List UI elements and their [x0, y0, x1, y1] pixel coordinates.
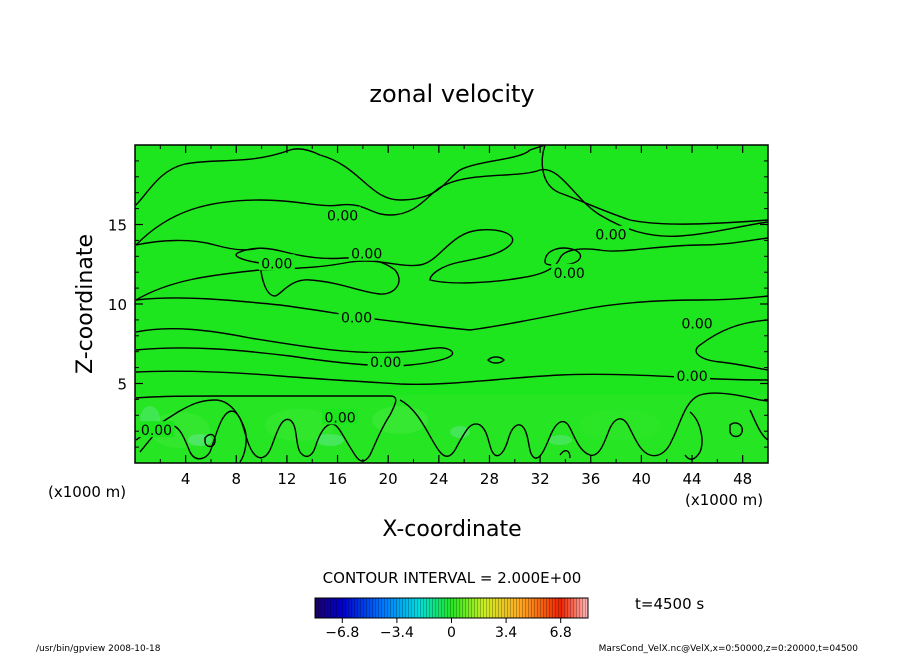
colorbar-tick-label: 3.4	[495, 625, 517, 641]
y-axis-ticks: 5 10 15	[108, 160, 768, 448]
x-tick-label: 16	[328, 470, 347, 488]
contour-label: 0.00	[595, 228, 626, 244]
colorbar-tick-label: 0	[447, 625, 456, 641]
x-tick-label: 12	[277, 470, 296, 488]
contour-line	[684, 411, 703, 460]
field-patches	[136, 395, 768, 463]
contour-line	[235, 247, 400, 297]
contour-label-gap	[322, 408, 359, 425]
x-tick-label: 36	[581, 470, 600, 488]
contour-line	[135, 399, 247, 463]
footer-right: MarsCond_VelX.nc@VelX,x=0:50000,z=0:2000…	[599, 644, 859, 654]
contour-line	[729, 422, 743, 438]
colorbar-ticks: −6.8 −3.4 0 3.4 6.8	[325, 618, 572, 641]
x-tick-label: 8	[232, 470, 242, 488]
contour-line	[695, 319, 769, 371]
x-tick-label: 32	[531, 470, 550, 488]
y-axis-label: Z-coordinate	[73, 234, 98, 374]
contour-line	[671, 392, 769, 441]
contour-line	[135, 168, 769, 246]
contour-line	[135, 327, 454, 367]
chart-title: zonal velocity	[369, 80, 534, 108]
contour-label: 0.00	[554, 266, 585, 282]
x-tick-label: 40	[632, 470, 651, 488]
x-tick-label: 24	[429, 470, 448, 488]
contour-line	[135, 144, 546, 206]
x-tick-label: 20	[379, 470, 398, 488]
contour-interval: CONTOUR INTERVAL = 2.000E+00	[323, 569, 582, 587]
contour-label-gap	[258, 254, 295, 271]
contour-label-gap	[348, 244, 385, 261]
contour-label: 0.00	[327, 209, 358, 225]
contour-label: 0.00	[341, 310, 372, 326]
contour-label: 0.00	[682, 317, 713, 333]
contour-line	[749, 409, 769, 441]
x-tick-label: 4	[181, 470, 191, 488]
x-tick-label: 48	[733, 470, 752, 488]
y-tick-label: 5	[117, 376, 127, 394]
contour-line	[399, 399, 673, 459]
contour-label-gap	[674, 367, 711, 384]
contour-label-gap	[324, 206, 361, 223]
contour-line	[204, 433, 216, 448]
contour-label-gap	[138, 421, 175, 438]
contour-line	[469, 295, 769, 331]
contour-label: 0.00	[261, 256, 292, 272]
colorbar-tick-label: 6.8	[550, 625, 572, 641]
contour-label: 0.00	[351, 247, 382, 263]
x-unit-left: (x1000 m)	[48, 483, 126, 501]
x-tick-label: 28	[480, 470, 499, 488]
contour-label-gap	[593, 225, 630, 242]
contour-labels: 0.00 0.00 0.00 0.00 0.00 0.00 0.00 0.00 0.00 0.00…	[138, 206, 716, 439]
contour-label-gap	[367, 352, 404, 369]
contour-line	[541, 144, 631, 221]
contour-line	[135, 297, 471, 331]
contour-label: 0.00	[676, 369, 707, 385]
colorbar-bins	[315, 598, 588, 618]
y-tick-label: 10	[108, 296, 127, 314]
colorbar-tick-label: −3.4	[380, 625, 414, 641]
contour-label-gap	[338, 308, 375, 325]
contour-line	[559, 450, 571, 459]
colorbar-tick-label: −6.8	[325, 625, 359, 641]
y-tick-label: 15	[108, 217, 127, 235]
contour-line	[135, 228, 769, 301]
plot-area: 0.00 0.00 0.00 0.00 0.00 0.00 0.00 0.00 0.00 0.00…	[134, 144, 769, 464]
contour-label-gap	[679, 314, 716, 331]
contour-label: 0.00	[325, 410, 356, 426]
contour-label-gap	[551, 263, 588, 280]
x-axis-label: X-coordinate	[382, 517, 521, 542]
contour-label: 0.00	[141, 423, 172, 439]
contour-label: 0.00	[370, 355, 401, 371]
footer-left: /usr/bin/gpview 2008-10-18	[36, 644, 161, 654]
colorbar: −6.8 −3.4 0 3.4 6.8	[314, 597, 589, 641]
contour-line	[629, 219, 769, 225]
x-unit-right: (x1000 m)	[685, 491, 763, 509]
x-axis-ticks: 4 8 12 16 20 24 28 32 36 40 44 48	[159, 145, 752, 488]
contour-line	[487, 356, 505, 364]
x-tick-label: 44	[682, 470, 701, 488]
time-label: t=4500 s	[635, 595, 704, 613]
contour-line	[135, 395, 397, 462]
